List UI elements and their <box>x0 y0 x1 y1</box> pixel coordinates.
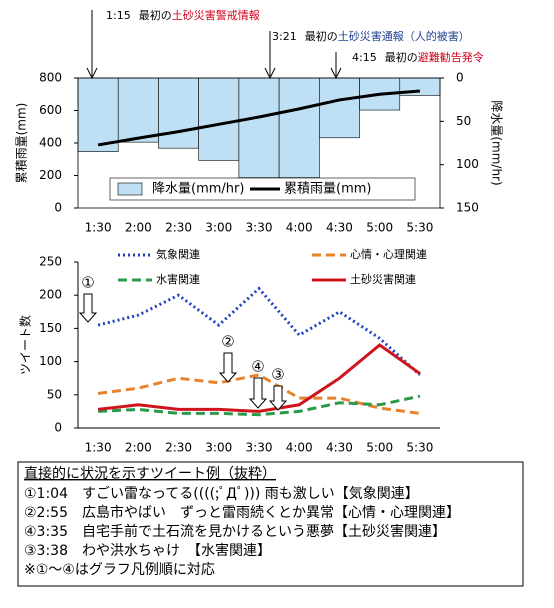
marker-arrow <box>268 385 288 411</box>
x-tick-label: 2:00 <box>125 221 152 235</box>
bar <box>238 77 280 178</box>
annotation: 4:15 最初の避難勧告発令 <box>352 50 484 64</box>
y2-tick-label: 100 <box>456 157 479 171</box>
y-tick-label: 0 <box>54 421 62 435</box>
annotation-time: 3:21 <box>272 30 297 43</box>
x-tick-label: 3:00 <box>205 441 232 455</box>
line <box>97 286 421 376</box>
y-tick-label: 150 <box>39 321 62 335</box>
y-tick-label: 400 <box>39 136 62 150</box>
annotation-time: 4:15 <box>352 51 377 64</box>
y-tick-label: 200 <box>39 288 62 302</box>
annotation: 3:21 最初の土砂災害通報（人的被害） <box>272 29 470 43</box>
line <box>98 394 421 417</box>
y-tick-label: 0 <box>54 201 62 215</box>
x-tick-label: 5:30 <box>406 221 433 235</box>
x-tick-label: 4:30 <box>326 441 353 455</box>
x-tick-label: 3:30 <box>246 221 273 235</box>
annotation-suffix: （人的被害） <box>404 29 470 43</box>
legend-label: 気象関連 <box>156 247 200 261</box>
legend-label: 土砂災害関連 <box>350 272 416 286</box>
x-tick-label: 4:00 <box>286 221 313 235</box>
x-tick-label: 3:30 <box>246 441 273 455</box>
marker-arrow <box>218 352 238 383</box>
x-tick-label: 2:30 <box>165 441 192 455</box>
y2-tick-label: 0 <box>456 71 464 85</box>
note-line: ④3:35 自宅手前で土石流を見かけるという悪夢【土砂災害関連】 <box>24 523 446 540</box>
x-tick-label: 3:00 <box>205 221 232 235</box>
marker-label: ④ <box>251 358 264 376</box>
legend-label: 水害関連 <box>156 272 200 286</box>
y-tick-label: 50 <box>47 387 62 401</box>
y-tick-label: 100 <box>39 354 62 368</box>
marker-label: ③ <box>271 366 284 384</box>
plot-frame <box>77 77 441 209</box>
y-axis-label: ツイート数 <box>18 315 33 375</box>
annotation-arrowhead <box>264 67 276 80</box>
annotation-highlight: 土砂災害警戒情報 <box>172 8 260 22</box>
x-tick-label: 1:30 <box>85 441 112 455</box>
x-tick-label: 2:00 <box>125 441 152 455</box>
marker-arrow <box>78 293 98 323</box>
line <box>97 343 421 413</box>
annotation-prefix: 最初の <box>139 8 172 22</box>
note-line: ①1:04 すごい雷なってる((((;ﾟДﾟ))) 雨も激しい【気象関連】 <box>24 485 419 502</box>
marker-label: ② <box>221 333 234 351</box>
annotation-highlight: 避難勧告発令 <box>418 50 484 64</box>
y-tick-label: 800 <box>39 71 62 85</box>
annotation-arrowhead <box>86 67 98 80</box>
legend-label: 累積雨量(mm) <box>284 182 371 197</box>
y2-tick-label: 50 <box>456 114 471 128</box>
annotation-prefix: 最初の <box>305 29 338 43</box>
y-tick-label: 600 <box>39 103 62 117</box>
bar <box>319 77 360 139</box>
y2-tick-label: 150 <box>456 201 479 215</box>
x-tick-label: 2:30 <box>165 221 192 235</box>
bar <box>117 77 159 143</box>
note-box <box>17 461 524 587</box>
marker-label: ① <box>81 274 94 292</box>
legend-label: 心情・心理関連 <box>350 247 427 261</box>
annotation-highlight: 土砂災害通報 <box>338 29 404 43</box>
annotation: 1:15 最初の土砂災害警戒情報 <box>106 8 260 22</box>
bar <box>198 77 240 161</box>
annotation-arrowhead <box>330 67 342 80</box>
note-line: ②2:55 広島市やばい ずっと雷雨続くとか異常【心情・心理関連】 <box>24 504 460 521</box>
x-tick-label: 1:30 <box>85 221 112 235</box>
x-tick-label: 5:00 <box>366 441 393 455</box>
x-tick-label: 5:30 <box>406 441 433 455</box>
bar <box>158 77 199 149</box>
note-title: 直接的に状況を示すツイート例（抜粋） <box>24 465 276 482</box>
x-tick-label: 4:00 <box>286 441 313 455</box>
legend-swatch <box>117 182 143 196</box>
note-line: ③3:38 わや洪水ちゃけ 【水害関連】 <box>24 543 271 559</box>
x-tick-label: 4:30 <box>326 221 353 235</box>
legend-label: 降水量(mm/hr) <box>152 182 244 197</box>
bar <box>77 77 119 152</box>
y-axis-label: 累積雨量(mm) <box>14 103 29 184</box>
y-tick-label: 250 <box>39 255 62 269</box>
y-tick-label: 200 <box>39 168 62 182</box>
marker-arrow <box>248 377 268 409</box>
bar <box>278 77 320 178</box>
annotation-prefix: 最初の <box>385 50 418 64</box>
note-line: ※①～④はグラフ凡例順に対応 <box>24 562 215 578</box>
y2-axis-label: 降水量(mm/hr) <box>490 100 504 185</box>
line <box>97 89 421 147</box>
x-tick-label: 5:00 <box>366 221 393 235</box>
annotation-time: 1:15 <box>106 9 131 22</box>
